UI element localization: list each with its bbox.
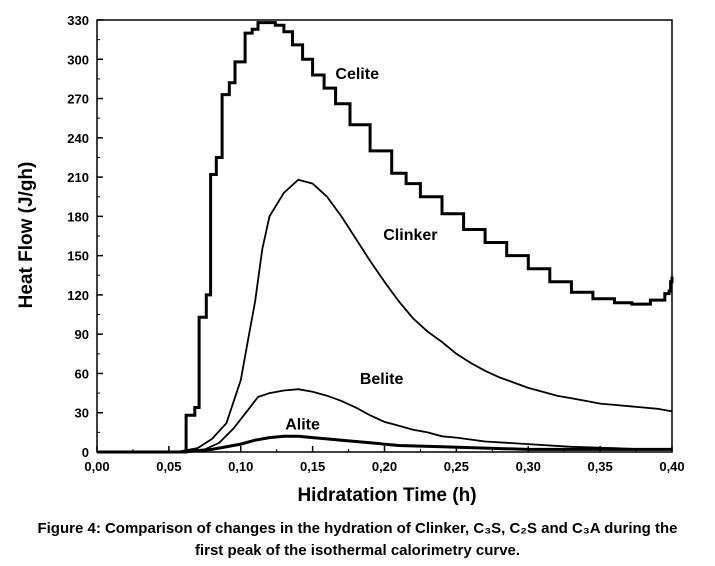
x-tick-label: 0,00: [84, 459, 109, 474]
figure-caption: Figure 4: Comparison of changes in the h…: [0, 518, 715, 562]
series-layer: [97, 21, 674, 454]
chart-background: [0, 0, 715, 515]
x-tick-label: 0,30: [516, 459, 541, 474]
y-tick-label: 240: [67, 131, 89, 146]
x-axis-ticks: 0,00 0,05 0,10 0,15 0,20 0,25 0,30 0,35 0,40: [84, 446, 685, 474]
x-tick-label: 0,05: [156, 459, 181, 474]
x-tick-label: 0,15: [300, 459, 325, 474]
heat-flow-chart: 0,00 0,05 0,10 0,15 0,20 0,25 0,30 0,35 0,40 0 30…: [0, 0, 715, 515]
x-tick-label: 0,10: [228, 459, 253, 474]
series-labels: Celite Clinker Belite Alite: [285, 66, 437, 434]
y-tick-label: 30: [75, 406, 89, 421]
series-label-belite: Belite: [360, 371, 404, 388]
x-tick-label: 0,25: [444, 459, 469, 474]
y-tick-label: 180: [67, 209, 89, 224]
x-axis-title: Hidratation Time (h): [297, 485, 476, 506]
y-tick-label: 210: [67, 170, 89, 185]
y-tick-label: 330: [67, 13, 89, 28]
series-line-celite: [97, 21, 674, 454]
series-line-alite: [97, 434, 672, 454]
x-tick-label: 0,35: [587, 459, 612, 474]
series-label-clinker: Clinker: [383, 227, 437, 244]
y-axis-ticks: 0 30 60 90 120 150 180 210 240 270 300 330: [67, 13, 103, 460]
y-tick-label: 150: [67, 249, 89, 264]
x-tick-label: 0,40: [659, 459, 684, 474]
caption-line-2: first peak of the isothermal calorimetry…: [194, 542, 521, 559]
y-axis-title: Heat Flow (J/gh): [16, 162, 37, 309]
y-tick-label: 120: [67, 288, 89, 303]
y-tick-label: 300: [67, 52, 89, 67]
series-line-belite: [97, 388, 672, 453]
y-tick-label: 270: [67, 92, 89, 107]
series-line-clinker: [97, 178, 673, 453]
y-tick-label: 60: [75, 366, 89, 381]
x-tick-label: 0,20: [372, 459, 397, 474]
series-label-celite: Celite: [335, 66, 379, 83]
series-label-alite: Alite: [285, 417, 320, 434]
y-tick-label: 0: [82, 445, 89, 460]
y-tick-label: 90: [75, 327, 89, 342]
caption-line-1: Figure 4: Comparison of changes in the h…: [37, 520, 678, 537]
